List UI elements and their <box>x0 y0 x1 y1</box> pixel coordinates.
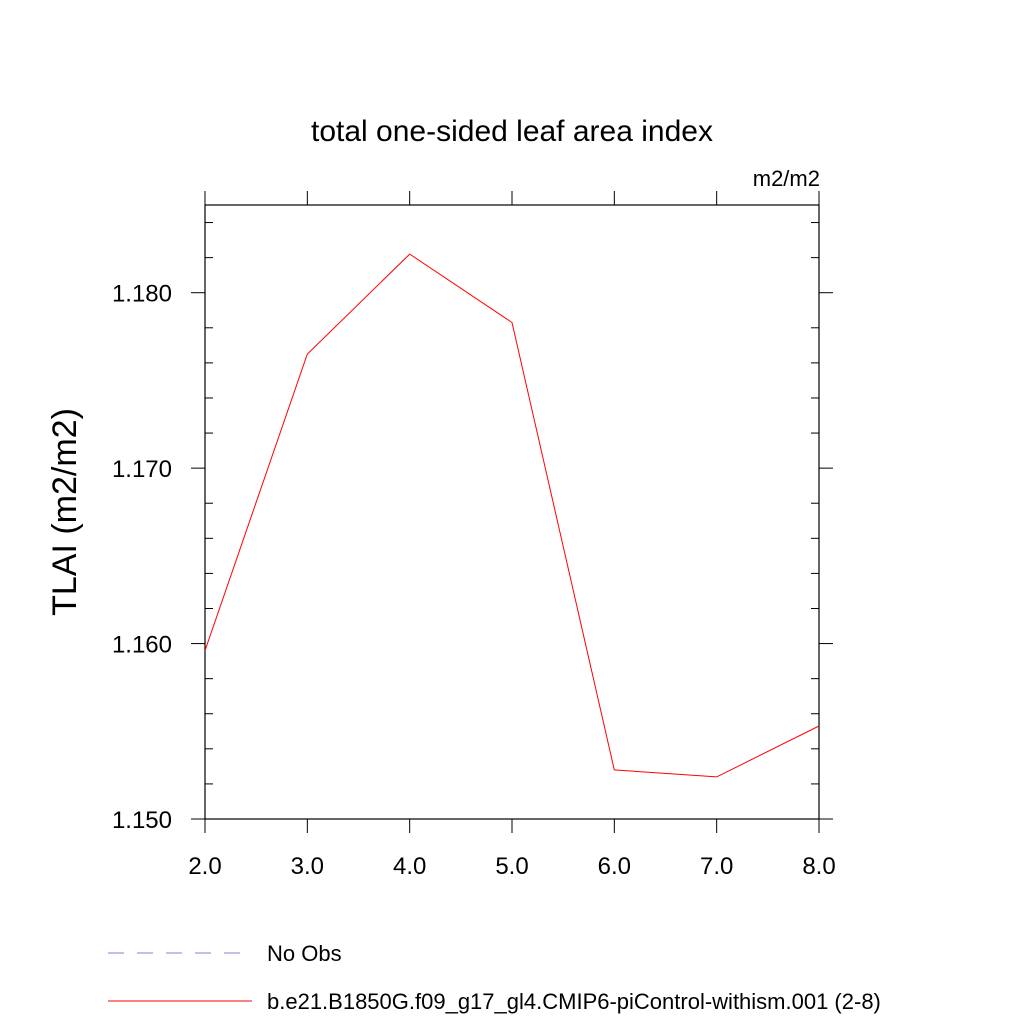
legend-label: No Obs <box>267 941 342 966</box>
x-tick-label: 8.0 <box>802 853 835 880</box>
y-axis-label: TLAI (m2/m2) <box>46 408 84 616</box>
x-tick-label: 7.0 <box>700 853 733 880</box>
y-tick-label: 1.180 <box>112 281 172 308</box>
tick-labels: 2.0 3.0 4.0 5.0 6.0 7.0 8.0 1.150 1.160 1.170 1.18… <box>112 281 836 880</box>
x-tick-label: 3.0 <box>291 853 324 880</box>
series-layer <box>204 253 820 778</box>
x-tick-label: 4.0 <box>393 853 426 880</box>
chart-title: total one-sided leaf area index <box>311 115 713 148</box>
legend: No Obs b.e21.B1850G.f09_g17_gl4.CMIP6-piC… <box>108 941 881 1014</box>
y-tick-label: 1.150 <box>112 807 172 834</box>
x-tick-label: 2.0 <box>188 853 221 880</box>
axis-ticks <box>191 191 833 833</box>
y-tick-label: 1.170 <box>112 456 172 483</box>
plot-frame <box>204 204 820 820</box>
series-line <box>204 253 820 778</box>
legend-label: b.e21.B1850G.f09_g17_gl4.CMIP6-piControl… <box>267 989 881 1014</box>
y-tick-label: 1.160 <box>112 632 172 659</box>
x-tick-label: 6.0 <box>598 853 631 880</box>
units-label: m2/m2 <box>753 166 820 191</box>
x-tick-label: 5.0 <box>495 853 528 880</box>
